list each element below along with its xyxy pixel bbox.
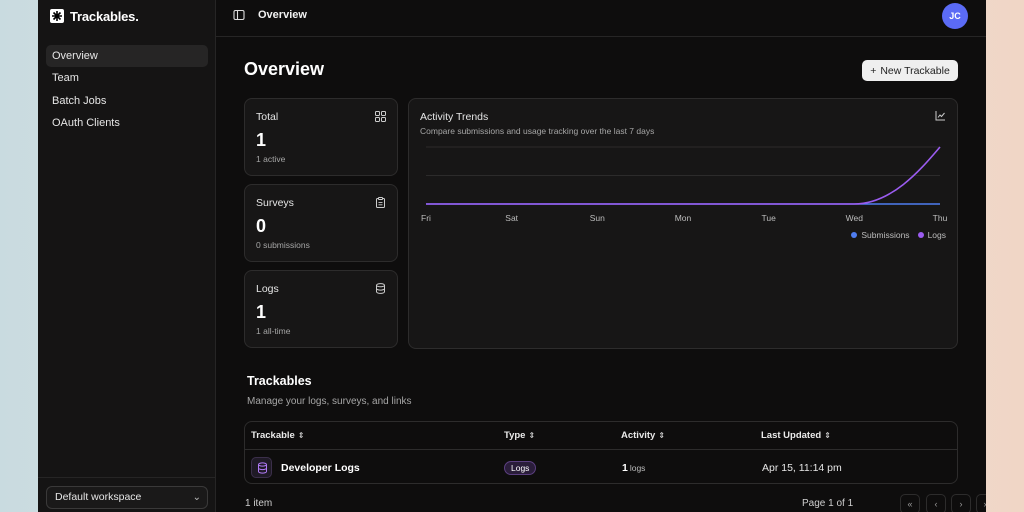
sort-icon: ⇕ — [528, 431, 536, 440]
column-label: Activity — [621, 430, 656, 441]
x-tick-label: Fri — [421, 213, 431, 223]
database-icon — [251, 457, 272, 478]
sidebar-nav: Overview Team Batch Jobs OAuth Clients — [46, 45, 208, 134]
brand-name: Trackables. — [70, 8, 139, 24]
app-window: Trackables. Overview Team Batch Jobs OAu… — [38, 0, 986, 512]
new-trackable-button[interactable]: + New Trackable — [862, 60, 958, 81]
activity-value: 1 logs — [622, 462, 645, 474]
item-count: 1 item — [245, 498, 273, 509]
stat-label: Logs — [256, 283, 279, 295]
column-header-type[interactable]: Type ⇕ — [504, 430, 535, 441]
chart-legend: Submissions Logs — [851, 230, 946, 240]
avatar[interactable]: JC — [942, 3, 968, 29]
x-tick-label: Tue — [761, 213, 776, 223]
section-title: Trackables — [247, 374, 312, 388]
stat-card-surveys: Surveys 0 0 submissions — [244, 184, 398, 262]
x-tick-label: Mon — [675, 213, 692, 223]
stat-label: Surveys — [256, 197, 294, 209]
stat-value: 1 — [256, 130, 267, 150]
sidebar-toggle-icon[interactable] — [233, 9, 245, 21]
sidebar-item-team[interactable]: Team — [52, 72, 79, 85]
section-subtitle: Manage your logs, surveys, and links — [247, 396, 412, 407]
chart-subtitle: Compare submissions and usage tracking o… — [420, 126, 655, 136]
legend-label: Logs — [927, 230, 946, 240]
page-indicator: Page 1 of 1 — [802, 498, 854, 509]
prev-page-button[interactable]: ‹ — [926, 494, 946, 512]
brand[interactable]: Trackables. — [50, 6, 139, 26]
legend-dot — [917, 232, 924, 238]
page-title: Overview — [244, 59, 325, 79]
line-chart-icon[interactable] — [935, 110, 946, 121]
legend-item-submissions: Submissions — [851, 230, 910, 240]
new-trackable-label: New Trackable — [880, 64, 950, 77]
sidebar-item-batch-jobs[interactable]: Batch Jobs — [52, 94, 107, 107]
table-header: Trackable ⇕ Type ⇕ Activity ⇕ Last Updat… — [245, 422, 957, 450]
chevron-down-icon: ⌄ — [192, 492, 201, 503]
stat-value: 1 — [256, 302, 267, 322]
activity-count: 1 — [622, 462, 628, 474]
activity-unit: logs — [629, 463, 646, 473]
main-content: Overview + New Trackable Total 1 1 activ… — [216, 37, 986, 512]
column-header-last-updated[interactable]: Last Updated ⇕ — [761, 430, 831, 441]
column-header-activity[interactable]: Activity ⇕ — [621, 430, 665, 441]
logo-icon — [50, 9, 64, 23]
sidebar-footer: Default workspace ⌄ — [38, 477, 216, 512]
sidebar-item-oauth-clients[interactable]: OAuth Clients — [52, 116, 120, 129]
table-row[interactable]: Developer Logs Logs 1 logs Apr 15, 11:14 … — [245, 451, 957, 483]
column-header-trackable[interactable]: Trackable ⇕ — [251, 430, 305, 441]
workspace-select[interactable]: Default workspace ⌄ — [46, 486, 208, 509]
sort-icon: ⇕ — [297, 431, 305, 440]
legend-label: Submissions — [861, 230, 910, 240]
x-tick-label: Wed — [846, 213, 864, 223]
legend-item-logs: Logs — [917, 230, 946, 240]
column-label: Type — [504, 430, 526, 441]
type-badge: Logs — [504, 461, 537, 475]
last-updated: Apr 15, 11:14 pm — [762, 462, 842, 474]
plus-icon: + — [870, 64, 877, 77]
next-page-button[interactable]: › — [951, 494, 971, 512]
workspace-label: Default workspace — [55, 491, 142, 503]
stat-sub: 1 all-time — [256, 326, 291, 336]
x-tick-label: Sat — [505, 213, 518, 223]
sort-icon: ⇕ — [658, 431, 666, 440]
x-tick-label: Sun — [590, 213, 605, 223]
stat-value: 0 — [256, 216, 267, 236]
series-line-logs — [426, 146, 941, 205]
activity-trends-card: Activity Trends Compare submissions and … — [408, 98, 958, 349]
x-tick-label: Thu — [933, 213, 948, 223]
stat-card-logs: Logs 1 1 all-time — [244, 270, 398, 348]
topbar: Overview JC — [216, 0, 986, 37]
legend-dot — [851, 232, 858, 238]
activity-chart: Fri Sat Sun Mon Tue Wed Thu — [421, 146, 948, 223]
sort-icon: ⇕ — [824, 431, 831, 440]
trackables-table: Trackable ⇕ Type ⇕ Activity ⇕ Last Updat… — [244, 421, 958, 484]
clipboard-icon — [376, 197, 385, 208]
stat-card-total: Total 1 1 active — [244, 98, 398, 176]
stat-sub: 1 active — [256, 154, 286, 164]
sidebar: Trackables. Overview Team Batch Jobs OAu… — [38, 0, 216, 512]
column-label: Trackable — [251, 430, 295, 441]
sidebar-item-overview[interactable]: Overview — [46, 45, 208, 67]
breadcrumb: Overview — [258, 9, 307, 21]
stat-label: Total — [256, 111, 279, 123]
column-label: Last Updated — [761, 430, 822, 441]
database-icon — [376, 283, 385, 294]
grid-icon — [375, 111, 386, 122]
last-page-button[interactable]: » — [976, 494, 986, 512]
first-page-button[interactable]: « — [900, 494, 920, 512]
trackable-name[interactable]: Developer Logs — [281, 462, 360, 474]
chart-title: Activity Trends — [420, 111, 489, 123]
stat-sub: 0 submissions — [256, 240, 310, 250]
